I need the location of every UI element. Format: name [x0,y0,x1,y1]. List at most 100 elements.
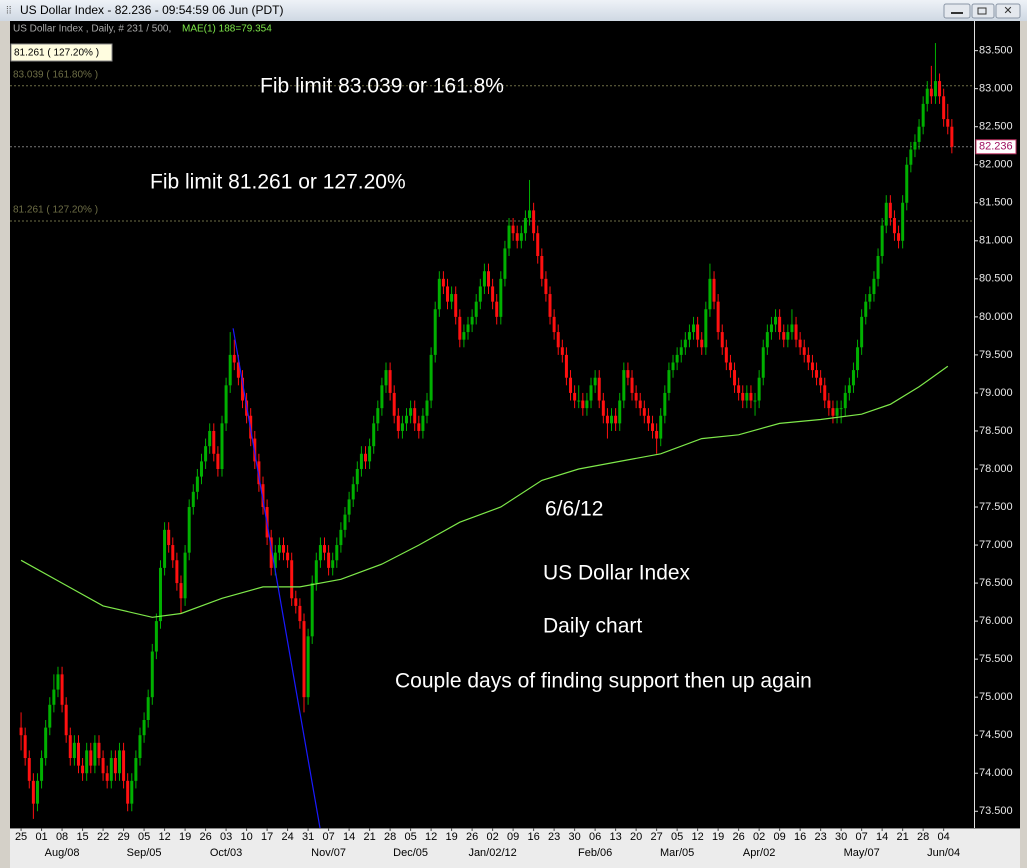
candle-body [761,347,765,378]
last-price-box [975,139,1017,155]
candle-body [208,430,212,447]
candle-body [97,742,101,759]
x-tick-label: 02 [486,831,498,843]
candle-body [68,735,72,759]
x-tick-label: 10 [240,831,252,843]
candle-body [212,430,216,454]
x-tick-label: 05 [671,831,683,843]
candle-body [101,758,105,774]
candle-body [310,583,314,637]
x-tick-label: 02 [753,831,765,843]
candle-body [593,377,597,386]
candle-body [626,370,630,378]
candle-body [64,704,68,736]
candle-body [692,324,696,333]
candle-body [322,545,326,553]
candle-body [89,750,93,766]
candle-body [659,415,663,439]
x-tick-label: 23 [815,831,827,843]
x-tick-label: 12 [692,831,704,843]
candle-body [552,316,556,333]
x-tick-label: 05 [404,831,416,843]
month-label: Jun/04 [927,847,960,859]
candle-body [888,202,892,218]
title-bar [0,0,1027,21]
candle-body [581,400,585,409]
x-tick-label: 12 [158,831,170,843]
candle-body [724,347,728,363]
candle-body [343,514,347,530]
candle-body [913,141,917,150]
fib-level-label: 81.261 ( 127.20% ) [13,205,98,216]
candle-body [507,225,511,249]
chart-header: US Dollar Index , Daily, # 231 / 500, [13,24,171,35]
y-tick-label: 73.500 [979,805,1013,817]
candle-body [48,704,52,728]
candle-body [720,332,724,348]
candle-body [548,294,552,317]
candle-body [327,552,331,568]
candle-body [728,362,732,371]
candle-body [359,453,363,469]
candle-body [712,278,716,302]
candle-body [183,552,187,599]
candle-body [175,560,179,584]
candle-body [23,735,27,759]
y-tick-label: 76.500 [979,577,1013,589]
candle-body [806,354,810,363]
candle-body [396,415,400,431]
candle-body [605,415,609,424]
candle-body [372,423,376,447]
candle-body [154,621,158,652]
candle-body [163,529,167,568]
candle-body [687,332,691,340]
candle-body [646,415,650,424]
x-tick-label: 07 [322,831,334,843]
candle-body [482,271,486,287]
candle-body [368,446,372,462]
candle-body [355,468,359,485]
candle-body [298,605,302,622]
close-button[interactable] [995,3,1021,19]
candle-body [113,758,117,774]
y-tick-label: 81.500 [979,197,1013,209]
x-tick-label: 26 [199,831,211,843]
candle-body [142,719,146,736]
candle-body [704,309,708,348]
candle-body [76,742,80,766]
x-tick-label: 09 [774,831,786,843]
candle-body [290,560,294,599]
restore-button[interactable] [971,3,995,19]
x-tick-label: 14 [876,831,888,843]
moving-average [20,365,949,618]
x-tick-label: 20 [630,831,642,843]
annotation: Fib limit 83.039 or 161.8% [260,75,504,98]
candle-body [40,758,44,781]
candle-body [745,392,749,401]
candle-body [946,119,950,127]
x-tick-label: 26 [733,831,745,843]
candle-body [466,324,470,333]
candle-body [737,385,741,393]
candle-body [556,332,560,348]
candle-body [339,529,343,546]
candle-body [528,210,532,218]
x-tick-label: 25 [15,831,27,843]
x-tick-label: 13 [610,831,622,843]
candle-body [126,780,130,804]
x-tick-label: 04 [938,831,950,843]
candle-body [478,286,482,302]
candle-body [823,385,827,401]
candle-body [257,461,261,485]
candle-body [741,392,745,401]
candle-body [134,758,138,781]
minimize-button[interactable] [943,3,971,19]
candle-body [458,316,462,340]
candle-body [831,408,835,416]
candle-body [409,408,413,416]
y-tick-label: 83.000 [979,83,1013,95]
candle-body [564,354,568,378]
candle-body [577,400,581,402]
